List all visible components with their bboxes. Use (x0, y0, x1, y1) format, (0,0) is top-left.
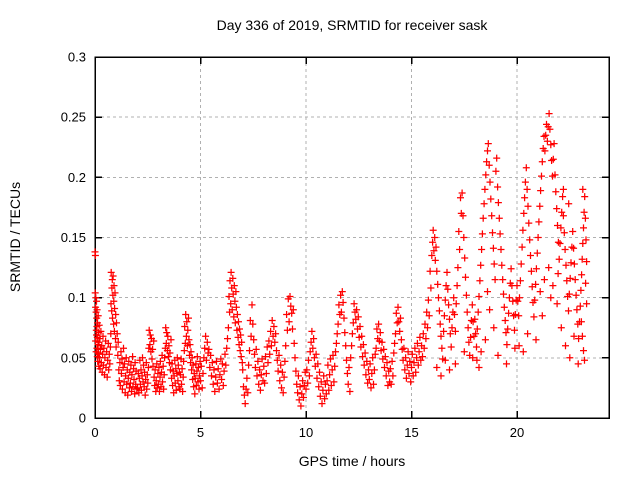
svg-text:0.3: 0.3 (68, 50, 86, 65)
svg-text:15: 15 (404, 425, 418, 440)
svg-text:0.1: 0.1 (68, 290, 86, 305)
svg-text:5: 5 (197, 425, 204, 440)
svg-text:0: 0 (91, 425, 98, 440)
svg-text:0: 0 (79, 411, 86, 426)
svg-text:0.15: 0.15 (61, 230, 86, 245)
x-axis-label: GPS time / hours (298, 453, 406, 469)
svg-text:10: 10 (299, 425, 313, 440)
svg-text:20: 20 (510, 425, 524, 440)
svg-text:0.25: 0.25 (61, 110, 86, 125)
chart-title: Day 336 of 2019, SRMTID for receiver sas… (216, 17, 488, 33)
svg-text:0.2: 0.2 (68, 170, 86, 185)
svg-text:0.05: 0.05 (61, 350, 86, 365)
